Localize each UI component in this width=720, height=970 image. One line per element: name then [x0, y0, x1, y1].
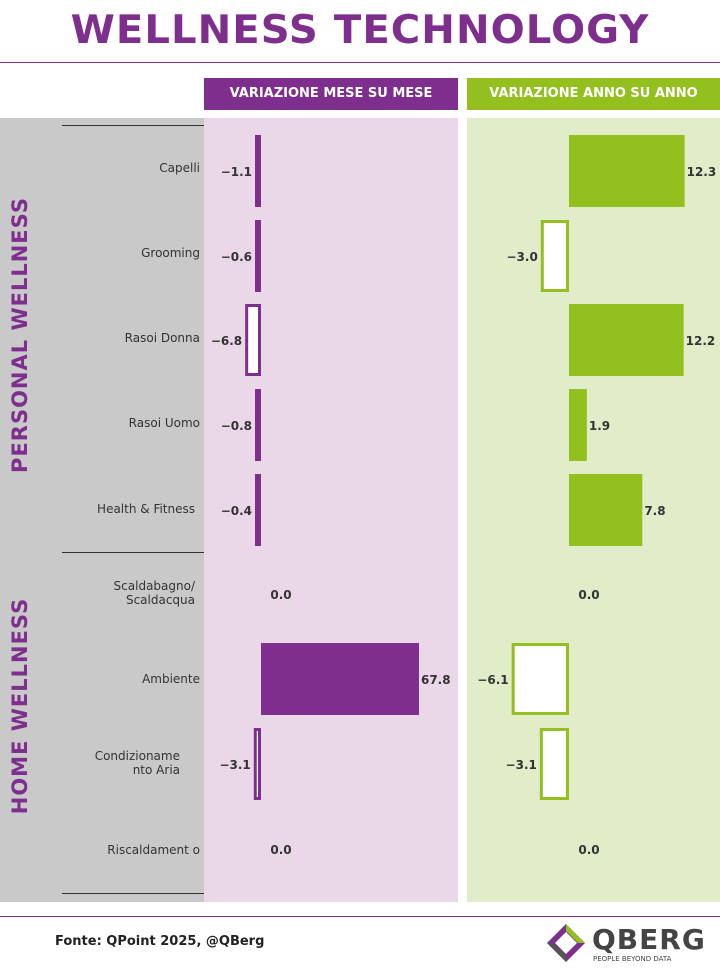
yoy-panel-header: VARIAZIONE ANNO SU ANNO — [467, 78, 720, 110]
category-label: Rasoi Uomo — [128, 416, 200, 430]
category-label: Ambiente — [142, 672, 200, 686]
group-column-background — [0, 118, 204, 902]
category-label: Capelli — [159, 161, 200, 175]
yoy-data-label: 1.9 — [589, 419, 610, 433]
mom-data-label: 0.0 — [270, 588, 291, 602]
yoy-data-label: −6.1 — [477, 673, 508, 687]
footer-divider — [0, 916, 720, 917]
group-divider-bottom — [62, 893, 204, 894]
yoy-bar — [569, 304, 684, 376]
yoy-bar — [511, 643, 569, 715]
yoy-data-label: 0.0 — [578, 843, 599, 857]
title-divider — [0, 62, 720, 63]
mom-data-label: −6.8 — [211, 334, 242, 348]
yoy-data-label: 12.2 — [686, 334, 716, 348]
page-title: WELLNESS TECHNOLOGY — [70, 8, 650, 53]
mom-panel-background — [204, 118, 458, 902]
mom-data-label: 0.0 — [270, 843, 291, 857]
category-label: Condizioname nto Aria — [94, 749, 180, 777]
mom-data-label: −0.8 — [221, 419, 252, 433]
logo-wordmark: QBERG — [592, 923, 706, 956]
group-divider-middle — [62, 552, 204, 553]
mom-bar — [255, 135, 261, 207]
source-note: Fonte: QPoint 2025, @QBerg — [55, 934, 265, 949]
mom-data-label: −1.1 — [221, 165, 252, 179]
mom-bar — [261, 643, 419, 715]
category-label: Health & Fitness — [97, 502, 195, 516]
mom-bar — [245, 304, 262, 376]
yoy-data-label: 12.3 — [687, 165, 717, 179]
category-label: Grooming — [141, 246, 200, 260]
category-label: Scaldabagno/ Scaldacqua — [113, 579, 195, 607]
mom-data-label: −3.1 — [219, 758, 250, 772]
group-divider-top — [62, 125, 204, 126]
mom-bar — [253, 728, 261, 800]
yoy-data-label: −3.0 — [506, 250, 537, 264]
mom-data-label: 67.8 — [421, 673, 451, 687]
mom-bar — [255, 389, 261, 461]
yoy-data-label: 7.8 — [644, 504, 665, 518]
yoy-data-label: −3.1 — [506, 758, 537, 772]
mom-bar — [255, 474, 261, 546]
yoy-bar — [569, 474, 643, 546]
yoy-bar — [539, 728, 569, 800]
yoy-bar — [569, 389, 587, 461]
qberg-logo-mark-icon — [547, 924, 585, 962]
mom-panel-header: VARIAZIONE MESE SU MESE — [204, 78, 458, 110]
yoy-data-label: 0.0 — [578, 588, 599, 602]
yoy-bar — [569, 135, 685, 207]
logo-tagline: PEOPLE BEYOND DATA — [593, 955, 672, 963]
qberg-logo: QBERG PEOPLE BEYOND DATA — [545, 920, 705, 968]
mom-data-label: −0.4 — [221, 504, 252, 518]
mom-bar — [255, 220, 261, 292]
category-label: Riscaldament o — [107, 843, 200, 857]
category-label: Rasoi Donna — [124, 331, 200, 345]
mom-data-label: −0.6 — [221, 250, 252, 264]
yoy-bar — [540, 220, 569, 292]
